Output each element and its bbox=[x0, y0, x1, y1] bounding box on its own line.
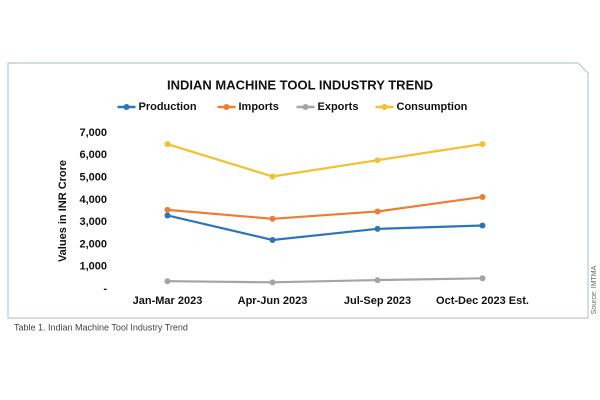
legend-label: Exports bbox=[318, 101, 359, 113]
y-tick-label: 6,000 bbox=[79, 149, 107, 161]
series-line bbox=[167, 214, 483, 242]
data-point bbox=[374, 157, 381, 164]
y-axis-label: Values in INR Crore bbox=[57, 160, 69, 262]
series-line bbox=[167, 195, 483, 220]
y-tick-label: 7,000 bbox=[79, 127, 107, 139]
y-tick-label: - bbox=[103, 283, 107, 295]
y-tick-label: 1,000 bbox=[79, 261, 107, 273]
legend-marker bbox=[381, 104, 388, 110]
data-point bbox=[164, 212, 171, 219]
y-tick-label: 2,000 bbox=[79, 238, 107, 250]
x-tick-label: Jan-Mar 2023 bbox=[133, 295, 203, 307]
legend-label: Consumption bbox=[397, 101, 468, 113]
legend-label: Imports bbox=[239, 101, 279, 113]
data-point bbox=[479, 193, 486, 200]
data-point bbox=[479, 222, 486, 229]
chart-title: INDIAN MACHINE TOOL INDUSTRY TREND bbox=[167, 77, 433, 92]
source-note: Source: IMTMA bbox=[591, 265, 598, 314]
data-point bbox=[479, 141, 486, 148]
data-point bbox=[164, 206, 171, 213]
data-point bbox=[164, 278, 171, 285]
series-line bbox=[167, 143, 483, 178]
y-tick-label: 4,000 bbox=[79, 194, 107, 206]
legend-label: Production bbox=[139, 101, 197, 113]
x-tick-label: Apr-Jun 2023 bbox=[238, 295, 308, 307]
y-tick-label: 3,000 bbox=[79, 216, 107, 228]
data-point bbox=[374, 277, 381, 284]
data-point bbox=[269, 173, 276, 180]
data-point bbox=[269, 236, 276, 243]
legend-marker bbox=[123, 104, 130, 110]
caption: Table 1. Indian Machine Tool Industry Tr… bbox=[14, 322, 188, 332]
legend-marker bbox=[302, 104, 309, 110]
data-point bbox=[164, 141, 171, 148]
series-line bbox=[167, 277, 483, 284]
data-point bbox=[269, 279, 276, 286]
x-tick-label: Jul-Sep 2023 bbox=[344, 295, 411, 307]
chart-frame bbox=[7, 62, 589, 319]
data-point bbox=[269, 215, 276, 222]
data-point bbox=[374, 208, 381, 215]
data-point bbox=[479, 275, 486, 282]
legend-marker bbox=[223, 104, 230, 110]
y-tick-label: 5,000 bbox=[79, 171, 107, 183]
data-point bbox=[374, 225, 381, 232]
x-tick-label: Oct-Dec 2023 Est. bbox=[436, 295, 529, 307]
